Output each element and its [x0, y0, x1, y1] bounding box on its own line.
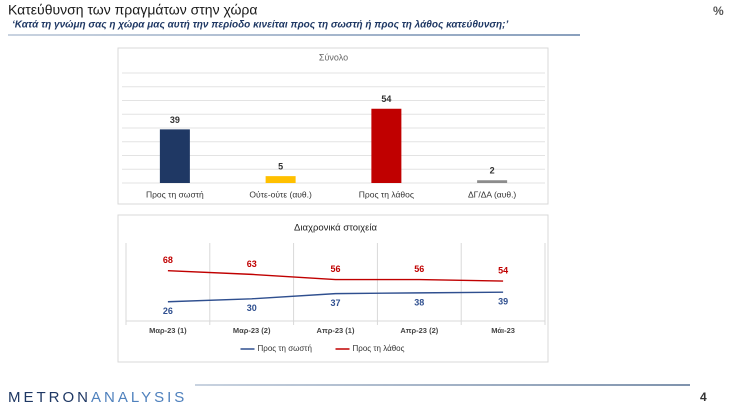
x-tick-label: Απρ-23 (2) — [400, 326, 438, 335]
x-tick-label: Μαρ-23 (2) — [233, 326, 271, 335]
x-tick-label: Προς τη λάθος — [359, 189, 414, 199]
x-tick-label: Μαρ-23 (1) — [149, 326, 187, 335]
data-label: 2 — [490, 166, 495, 176]
footer-line — [195, 384, 690, 386]
page-number: 4 — [700, 390, 707, 404]
x-tick-label: Προς τη σωστή — [146, 189, 204, 199]
data-label: 37 — [330, 298, 340, 308]
logo-right: ANALYSIS — [91, 389, 187, 406]
slide-title: Κατεύθυνση των πραγμάτων στην χώρα — [8, 2, 257, 18]
x-tick-label: Μάι-23 — [491, 326, 515, 335]
bar — [371, 108, 402, 183]
bar — [265, 176, 296, 183]
data-label: 39 — [170, 115, 180, 125]
bar — [477, 180, 508, 183]
data-label: 54 — [381, 94, 391, 104]
data-label: 26 — [163, 306, 173, 316]
data-label: 63 — [247, 259, 257, 269]
x-tick-label: Απρ-23 (1) — [317, 326, 355, 335]
data-label: 38 — [414, 297, 424, 307]
data-label: 5 — [278, 162, 283, 172]
data-label: 39 — [498, 297, 508, 307]
chart-title: Σύνολο — [319, 52, 348, 62]
legend-label: Προς τη σωστή — [258, 344, 312, 353]
logo: METRONANALYSIS — [8, 389, 187, 406]
data-label: 56 — [330, 264, 340, 274]
data-label: 56 — [414, 264, 424, 274]
x-tick-label: ΔΓ/ΔΑ (αυθ.) — [468, 189, 516, 199]
logo-left: METRON — [8, 389, 91, 406]
series-line — [167, 269, 504, 282]
chart-title: Διαχρονικά στοιχεία — [294, 223, 377, 234]
data-label: 68 — [163, 255, 173, 265]
legend-label: Προς τη λάθος — [353, 344, 405, 353]
unit-label: % — [713, 4, 724, 18]
slide-subtitle: ‘Κατά τη γνώμη σας η χώρα μας αυτή την π… — [12, 20, 508, 31]
bar — [159, 129, 190, 183]
chart-frame — [117, 214, 549, 363]
data-label: 54 — [498, 265, 508, 275]
data-label: 30 — [247, 303, 257, 313]
title-underline — [8, 34, 580, 36]
x-tick-label: Ούτε-ούτε (αυθ.) — [249, 189, 312, 199]
series-line — [167, 291, 504, 303]
